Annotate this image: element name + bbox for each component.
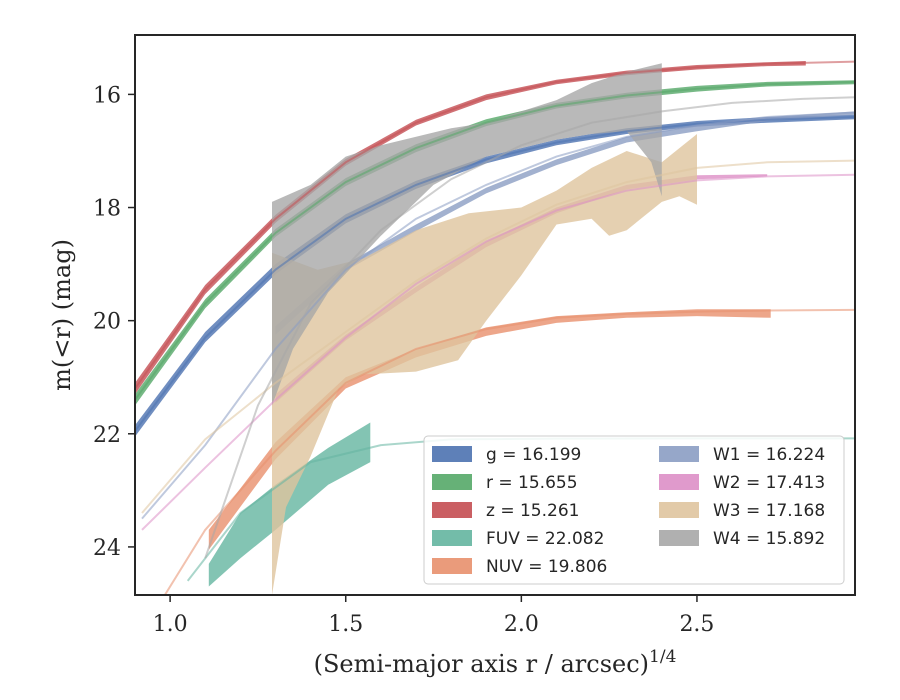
model-r <box>135 80 855 401</box>
x-tick-label: 1.0 <box>153 612 188 637</box>
y-tick-label: 20 <box>93 310 121 335</box>
plot-frame <box>134 34 856 596</box>
uncertainty-bands <box>135 61 855 595</box>
x-axis-title: (Semi-major axis r / arcsec)1/4 <box>314 647 677 678</box>
legend-label-g: g = 16.199 <box>486 445 581 465</box>
y-axis-label: m(<r) (mag) <box>48 239 76 391</box>
legend-frame <box>423 435 845 585</box>
legend-label-z: z = 15.261 <box>486 501 579 521</box>
x-axis-label: (Semi-major axis r / arcsec) <box>314 650 649 678</box>
band-w3 <box>272 134 697 595</box>
legend-label-nuv: NUV = 19.806 <box>486 557 607 577</box>
y-tick-label: 16 <box>93 83 121 108</box>
band-w4 <box>272 63 662 406</box>
model-nuv <box>163 308 855 595</box>
legend-swatch-z <box>432 502 472 518</box>
x-tick-label: 1.5 <box>328 612 363 637</box>
legend-label-w1: W1 = 16.224 <box>713 445 825 465</box>
legend-swatch-w2 <box>659 474 699 490</box>
x-tick-label: 2.5 <box>679 612 714 637</box>
legend: g = 16.199 r = 15.655 z = 15.261 FUV = 22.0… <box>423 435 845 585</box>
y-axis: 16 18 20 22 24 <box>93 83 135 561</box>
x-tick-label: 2.0 <box>504 612 539 637</box>
model-z <box>135 60 855 390</box>
legend-swatch-fuv <box>432 530 472 546</box>
model-w4 <box>204 96 855 559</box>
legend-swatch-w1 <box>659 446 699 462</box>
legend-label-w3: W3 = 17.168 <box>713 501 825 521</box>
legend-swatch-w4 <box>659 530 699 546</box>
legend-swatch-g <box>432 446 472 462</box>
model-w1 <box>141 111 855 520</box>
x-axis-label-exponent: 1/4 <box>649 647 676 667</box>
y-tick-label: 22 <box>93 423 121 448</box>
legend-label-w4: W4 = 15.892 <box>713 529 825 549</box>
band-z <box>135 61 806 395</box>
model-curves <box>135 60 855 595</box>
y-tick-label: 18 <box>93 197 121 222</box>
legend-label-r: r = 15.655 <box>486 473 578 493</box>
legend-label-fuv: FUV = 22.082 <box>486 529 604 549</box>
model-w3 <box>141 159 855 514</box>
x-axis: 1.0 1.5 2.0 2.5 <box>153 595 714 637</box>
legend-swatch-r <box>432 474 472 490</box>
y-tick-label: 24 <box>93 536 121 561</box>
legend-swatch-nuv <box>432 558 472 574</box>
legend-swatch-w3 <box>659 502 699 518</box>
band-fuv <box>208 422 371 587</box>
legend-label-w2: W2 = 17.413 <box>713 473 825 493</box>
